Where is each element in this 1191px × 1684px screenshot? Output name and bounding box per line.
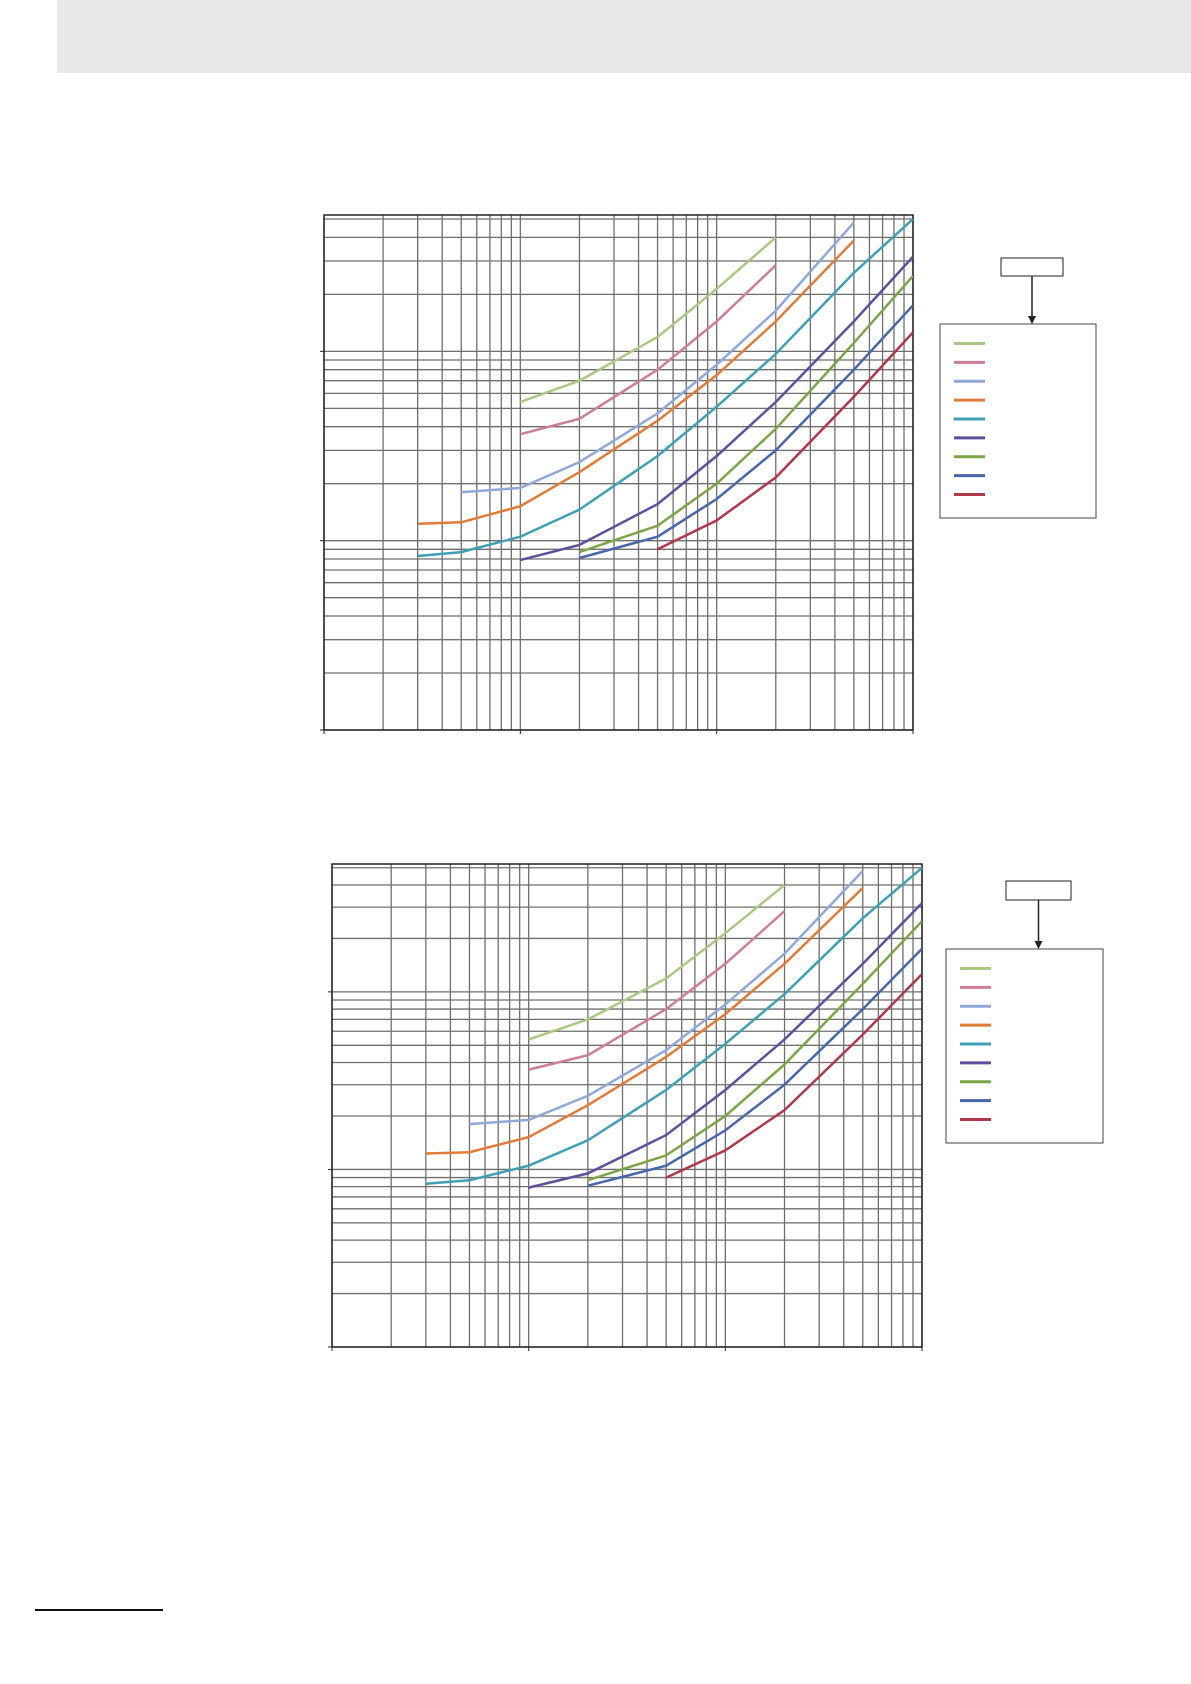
chart <box>328 863 1104 1351</box>
series-line <box>579 275 913 554</box>
legend <box>939 323 1097 519</box>
series-line <box>579 304 913 560</box>
series-line <box>528 884 786 1041</box>
series-line <box>425 887 864 1155</box>
series-line <box>425 866 922 1186</box>
header-bar <box>57 0 1191 73</box>
plot-frame <box>323 214 914 731</box>
legend-arrowhead <box>1034 941 1043 949</box>
plot-area <box>332 864 922 1347</box>
series-line <box>519 236 777 404</box>
series-line <box>417 239 855 525</box>
series-line <box>519 264 777 436</box>
series-line <box>461 221 855 494</box>
series-line <box>528 902 922 1189</box>
chart <box>320 214 1097 734</box>
legend-tag <box>1005 880 1072 901</box>
series-line <box>469 870 864 1126</box>
series-line <box>519 255 913 562</box>
series-line <box>528 910 786 1071</box>
series-line <box>657 331 913 551</box>
legend <box>945 948 1104 1144</box>
series-line <box>587 947 922 1187</box>
series-line <box>665 973 922 1179</box>
plot-frame <box>331 863 923 1348</box>
plot-area <box>324 215 913 730</box>
legend-arrowhead <box>1028 316 1036 324</box>
series-line <box>417 218 913 558</box>
series-line <box>587 920 922 1182</box>
legend-tag <box>1000 257 1064 277</box>
